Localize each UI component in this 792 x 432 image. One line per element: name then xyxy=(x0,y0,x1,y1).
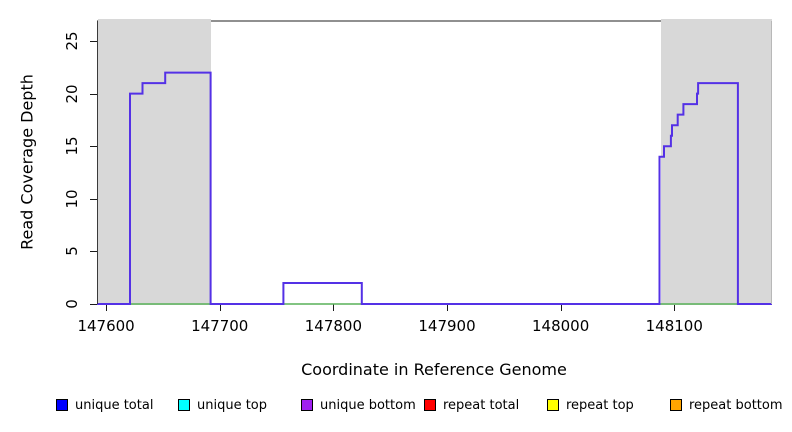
legend: unique total unique top unique bottom repea… xyxy=(0,397,792,415)
coverage-step-line xyxy=(97,71,772,305)
x-tick xyxy=(219,304,221,311)
x-tick xyxy=(674,304,676,311)
plot-right-border xyxy=(771,21,772,304)
y-axis-title: Read Coverage Depth xyxy=(17,74,37,250)
legend-label: unique bottom xyxy=(320,397,416,413)
legend-label: repeat top xyxy=(566,397,634,413)
y-tick xyxy=(90,251,97,253)
y-tick xyxy=(90,198,97,200)
y-tick-label: 10 xyxy=(63,189,81,209)
legend-label: unique top xyxy=(197,397,268,413)
legend-item-repeat-top: repeat top xyxy=(547,397,634,413)
y-tick-label: 15 xyxy=(63,136,81,156)
x-tick-label: 147900 xyxy=(418,317,476,335)
legend-swatch-icon xyxy=(56,399,68,411)
x-tick xyxy=(560,304,562,311)
x-tick-label: 147700 xyxy=(191,317,249,335)
legend-label: repeat bottom xyxy=(689,397,783,413)
legend-label: repeat total xyxy=(443,397,520,413)
x-axis-title: Coordinate in Reference Genome xyxy=(301,360,567,379)
legend-swatch-icon xyxy=(301,399,313,411)
plot-area xyxy=(97,19,772,305)
y-tick xyxy=(90,93,97,95)
plot-top-border xyxy=(97,20,772,22)
y-tick xyxy=(90,304,97,305)
y-tick-label: 20 xyxy=(63,84,81,104)
y-tick-label: 5 xyxy=(63,246,81,257)
y-tick-label: 0 xyxy=(63,299,81,309)
y-axis-line xyxy=(97,21,98,304)
legend-item-unique-bottom: unique bottom xyxy=(301,397,416,413)
legend-item-repeat-bottom: repeat bottom xyxy=(670,397,783,413)
legend-swatch-icon xyxy=(178,399,190,411)
left-shaded-region xyxy=(98,19,211,305)
x-tick xyxy=(106,304,108,311)
x-tick-label: 147800 xyxy=(304,317,362,335)
legend-item-repeat-total: repeat total xyxy=(424,397,519,413)
x-tick xyxy=(333,304,335,311)
legend-item-unique-top: unique top xyxy=(178,397,267,413)
y-tick-label: 25 xyxy=(63,31,81,51)
legend-swatch-icon xyxy=(424,399,436,411)
legend-swatch-icon xyxy=(670,399,682,411)
y-tick xyxy=(90,41,97,42)
x-tick xyxy=(447,304,448,311)
right-shaded-region xyxy=(660,19,772,305)
x-tick-label: 148000 xyxy=(531,317,590,335)
coverage-lines-svg xyxy=(97,71,772,305)
legend-item-unique-total: unique total xyxy=(56,397,153,413)
x-tick-label: 148100 xyxy=(645,317,703,335)
legend-label: unique total xyxy=(75,397,154,413)
legend-swatch-icon xyxy=(547,399,559,411)
x-tick-label: 147600 xyxy=(77,317,135,335)
y-tick xyxy=(90,146,97,148)
